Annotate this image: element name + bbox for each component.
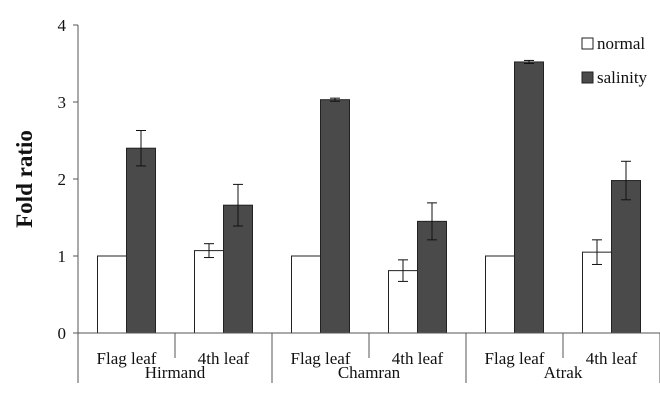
normal-bar [485,255,515,334]
y-axis-ticks: 0 1 2 3 4 [58,16,78,343]
salinity-legend-swatch [581,71,594,84]
y-tick-label: 1 [58,247,67,266]
salinity-bar [126,147,156,334]
category-label: Flag leaf [485,349,545,368]
bars [97,59,641,334]
normal-legend-label: normal [597,34,645,53]
salinity-bar [320,99,350,334]
salinity-bar [223,204,253,334]
legend: normal salinity [581,34,648,87]
category-label: 4th leaf [586,349,638,368]
normal-bar [291,255,321,334]
normal-bar [582,251,612,334]
y-tick-label: 2 [58,170,67,189]
group-label: Chamran [338,363,401,382]
y-axis-label: Fold ratio [12,130,37,228]
normal-legend-swatch [581,37,594,50]
y-tick-label: 3 [58,93,67,112]
category-label: 4th leaf [392,349,444,368]
salinity-bar [514,61,544,334]
y-tick-label: 4 [58,16,67,35]
salinity-legend-label: salinity [597,68,648,87]
salinity-bar [611,180,641,334]
group-label: Hirmand [145,363,206,382]
y-tick-label: 0 [58,324,67,343]
category-label: 4th leaf [198,349,250,368]
group-label: Atrak [544,363,583,382]
normal-bar [97,255,127,334]
normal-bar [194,250,224,334]
category-label: Flag leaf [291,349,351,368]
axes [77,25,660,334]
category-label: Flag leaf [97,349,157,368]
x-axis-labels: Flag leaf 4th leaf Flag leaf 4th leaf Flag l… [77,333,660,383]
y-axis-title: Fold ratio [12,130,37,228]
